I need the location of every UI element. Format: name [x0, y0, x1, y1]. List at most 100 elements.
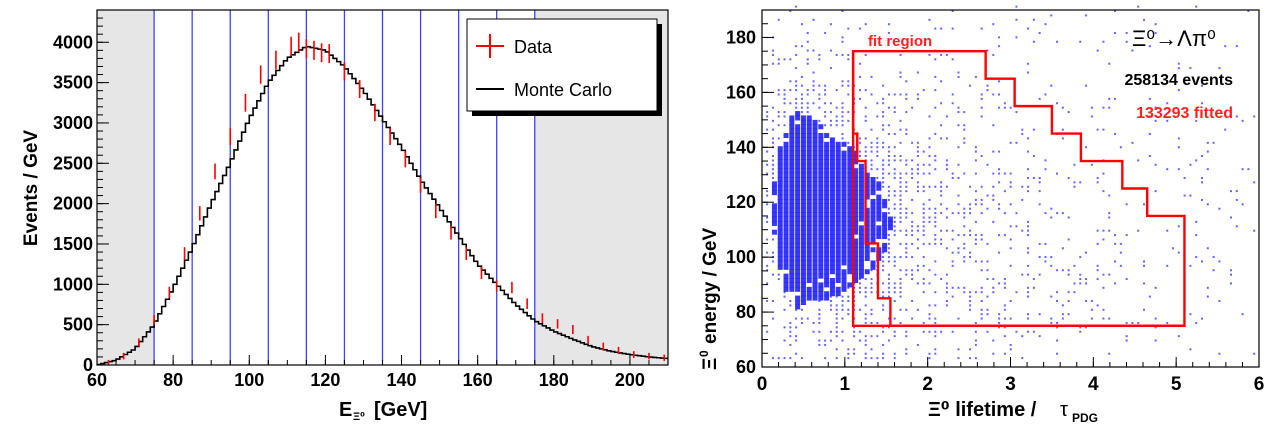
heatmap-cell: [864, 242, 870, 248]
heatmap-cell: [1096, 278, 1099, 281]
heatmap-cell: [829, 181, 835, 187]
heatmap-cell: [841, 225, 847, 231]
heatmap-cell: [800, 168, 806, 174]
heatmap-cell: [824, 190, 830, 196]
right-x-tick-label: 4: [1088, 374, 1099, 395]
heatmap-cell: [1119, 146, 1122, 149]
heatmap-cell: [795, 264, 801, 270]
heatmap-cell: [789, 220, 795, 226]
heatmap-cell: [1067, 111, 1070, 114]
heatmap-cell: [835, 326, 838, 329]
heatmap-cell: [905, 247, 908, 250]
heatmap-cell: [795, 67, 798, 70]
heatmap-cell: [870, 238, 876, 244]
heatmap-cell: [818, 84, 821, 87]
heatmap-cell: [1003, 317, 1006, 320]
heatmap-cell: [980, 313, 983, 316]
heatmap-cell: [835, 264, 841, 270]
heatmap-cell: [882, 111, 885, 114]
heatmap-cell: [806, 212, 812, 218]
heatmap-cell: [934, 27, 937, 30]
heatmap-cell: [1061, 247, 1064, 250]
heatmap-cell: [1154, 23, 1157, 26]
heatmap-cell: [800, 203, 806, 209]
heatmap-cell: [841, 273, 847, 279]
heatmap-cell: [795, 194, 801, 200]
heatmap-cell: [1090, 299, 1093, 302]
heatmap-cell: [829, 119, 832, 122]
heatmap-cell: [1015, 5, 1018, 8]
heatmap-cell: [893, 93, 896, 96]
heatmap-cell: [795, 185, 801, 191]
heatmap-cell: [771, 168, 774, 171]
heatmap-cell: [1096, 176, 1099, 179]
heatmap-cell: [789, 299, 792, 302]
heatmap-cell: [998, 168, 1001, 171]
heatmap-cell: [847, 225, 853, 231]
heatmap-cell: [783, 185, 789, 191]
heatmap-cell: [1061, 317, 1064, 320]
heatmap-cell: [806, 58, 809, 61]
heatmap-cell: [934, 212, 937, 215]
heatmap-cell: [789, 190, 795, 196]
heatmap-cell: [783, 176, 789, 182]
heatmap-cell: [829, 251, 835, 257]
heatmap-cell: [800, 181, 806, 187]
heatmap-cell: [835, 269, 841, 275]
heatmap-cell: [777, 234, 783, 240]
heatmap-cell: [916, 154, 919, 157]
heatmap-cell: [1148, 154, 1151, 157]
heatmap-cell: [818, 229, 824, 235]
heatmap-cell: [824, 234, 830, 240]
heatmap-cell: [806, 150, 812, 156]
heatmap-cell: [783, 198, 789, 204]
heatmap-cell: [858, 172, 864, 178]
heatmap-cell: [818, 133, 824, 139]
heatmap-cell: [812, 282, 818, 288]
heatmap-cell: [1079, 181, 1082, 184]
heatmap-cell: [922, 89, 925, 92]
heatmap-cell: [847, 220, 853, 226]
heatmap-cell: [1027, 225, 1030, 228]
heatmap-cell: [771, 154, 774, 157]
heatmap-cell: [969, 234, 972, 237]
heatmap-cell: [841, 80, 844, 83]
heatmap-cell: [986, 295, 989, 298]
heatmap-cell: [812, 168, 818, 174]
heatmap-cell: [928, 220, 931, 223]
heatmap-cell: [818, 163, 824, 169]
heatmap-cell: [783, 286, 789, 292]
heatmap-cell: [864, 154, 867, 157]
heatmap-cell: [829, 295, 832, 298]
heatmap-cell: [777, 18, 780, 21]
heatmap-cell: [1027, 168, 1030, 171]
heatmap-cell: [777, 260, 783, 266]
heatmap-cell: [853, 216, 859, 222]
heatmap-cell: [1073, 291, 1076, 294]
heatmap-cell: [945, 53, 948, 56]
heatmap-cell: [853, 330, 856, 333]
heatmap-cell: [963, 286, 966, 289]
heatmap-cell: [812, 260, 818, 266]
heatmap-cell: [847, 282, 853, 288]
heatmap-cell: [1235, 45, 1238, 48]
heatmap-cell: [876, 229, 882, 235]
heatmap-cell: [818, 264, 824, 270]
heatmap-cell: [922, 256, 925, 259]
heatmap-cell: [876, 168, 879, 171]
heatmap-cell: [1189, 194, 1192, 197]
heatmap-cell: [1102, 106, 1105, 109]
heatmap-cell: [1218, 67, 1221, 70]
heatmap-cell: [1241, 313, 1244, 316]
heatmap-cell: [1067, 216, 1070, 219]
heatmap-cell: [1108, 212, 1111, 215]
heatmap-cell: [783, 357, 786, 360]
heatmap-cell: [1119, 242, 1122, 245]
heatmap-cell: [795, 317, 798, 320]
heatmap-cell: [916, 225, 919, 228]
heatmap-cell: [928, 207, 931, 210]
heatmap-cell: [841, 260, 847, 266]
heatmap-cell: [887, 339, 890, 342]
heatmap-cell: [864, 352, 867, 355]
heatmap-cell: [771, 53, 774, 56]
